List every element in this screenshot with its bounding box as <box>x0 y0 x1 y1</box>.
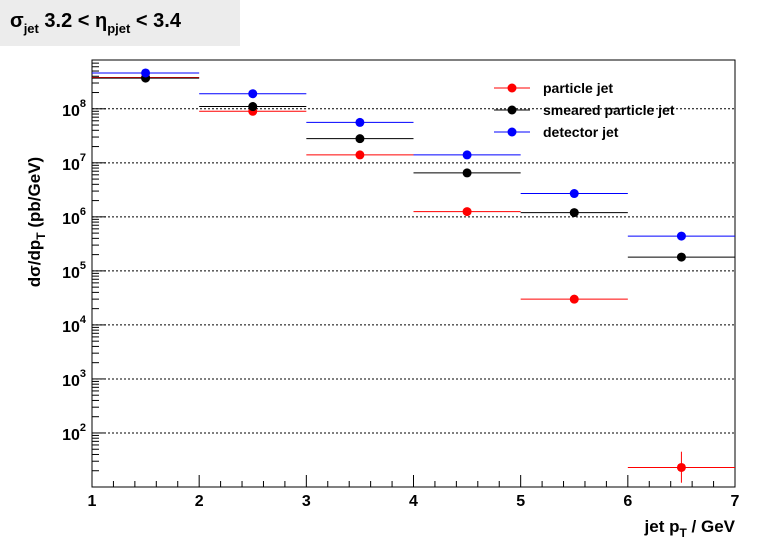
chart-title: σjet 3.2 < ηpjet < 3.4 <box>10 10 181 36</box>
data-point <box>676 462 686 472</box>
title-eta: η <box>95 10 108 32</box>
series-smeared-particle-jet <box>92 73 735 262</box>
y-tick-exponent: 3 <box>80 368 86 380</box>
legend-marker <box>507 105 517 115</box>
legend-marker <box>507 83 517 93</box>
y-tick-exponent: 5 <box>80 260 86 272</box>
data-point <box>676 252 686 262</box>
plot-frame <box>91 59 736 488</box>
series-detector-jet <box>92 68 735 241</box>
data-point <box>462 168 472 178</box>
x-label-sub: T <box>679 526 687 540</box>
data-point <box>676 231 686 241</box>
y-tick-label: 107 <box>62 152 86 174</box>
title-box: σjet 3.2 < ηpjet < 3.4 <box>0 0 240 46</box>
x-tick-label: 6 <box>623 493 632 510</box>
y-tick-mantissa: 10 <box>62 427 80 444</box>
title-sigma: σ <box>10 10 24 32</box>
x-tick-label: 1 <box>88 493 97 510</box>
x-label-main: jet p <box>644 517 680 536</box>
y-tick-mantissa: 10 <box>62 103 80 120</box>
data-point <box>248 102 258 112</box>
data-point <box>355 134 365 144</box>
y-tick-exponent: 7 <box>80 152 86 164</box>
y-label-main: dσ/dp <box>25 240 44 288</box>
y-label-unit: (pb/GeV) <box>25 157 44 233</box>
y-axis-label: dσ/dpT (pb/GeV) <box>25 157 48 287</box>
title-sub-pjet: pjet <box>107 21 131 36</box>
legend-label: detector jet <box>543 124 619 140</box>
x-label-unit: / GeV <box>687 517 736 536</box>
y-tick-label: 105 <box>62 260 86 282</box>
data-point <box>569 189 579 199</box>
title-range-left: 3.2 < <box>38 10 96 32</box>
y-tick-mantissa: 10 <box>62 265 80 282</box>
y-label-sub: T <box>34 232 48 240</box>
data-point <box>569 208 579 218</box>
title-range-right: < 3.4 <box>130 10 181 32</box>
data-point <box>569 294 579 304</box>
y-tick-label: 102 <box>62 422 86 444</box>
legend-label: smeared particle jet <box>543 102 675 118</box>
y-tick-label: 106 <box>62 206 86 228</box>
y-tick-label: 108 <box>62 98 86 120</box>
x-tick-label: 3 <box>302 493 311 510</box>
x-axis-label: jet pT / GeV <box>644 517 736 540</box>
y-tick-exponent: 4 <box>80 314 87 326</box>
data-point <box>355 117 365 127</box>
x-tick-label: 7 <box>731 493 740 510</box>
x-tick-label: 2 <box>195 493 204 510</box>
legend-label: particle jet <box>543 80 613 96</box>
x-tick-label: 4 <box>409 493 418 510</box>
data-point <box>355 150 365 160</box>
data-point <box>248 89 258 99</box>
y-tick-mantissa: 10 <box>62 211 80 228</box>
data-series <box>92 68 735 483</box>
data-point <box>462 207 472 217</box>
data-point <box>141 68 151 78</box>
title-sub-jet: jet <box>23 21 39 36</box>
y-tick-exponent: 2 <box>80 422 86 434</box>
y-tick-mantissa: 10 <box>62 319 80 336</box>
legend: particle jet smeared particle jet detector… <box>494 80 675 140</box>
y-tick-label: 103 <box>62 368 86 390</box>
y-tick-exponent: 8 <box>80 98 86 110</box>
y-tick-mantissa: 10 <box>62 373 80 390</box>
data-point <box>462 150 472 160</box>
x-axis-ticks: 1 2 3 4 5 6 7 <box>88 475 740 510</box>
series-particle-jet <box>92 72 735 483</box>
y-tick-mantissa: 10 <box>62 157 80 174</box>
grid-lines <box>92 108 735 434</box>
y-tick-exponent: 6 <box>80 206 86 218</box>
y-tick-label: 104 <box>62 314 87 336</box>
legend-marker <box>507 127 517 137</box>
x-tick-label: 5 <box>516 493 525 510</box>
